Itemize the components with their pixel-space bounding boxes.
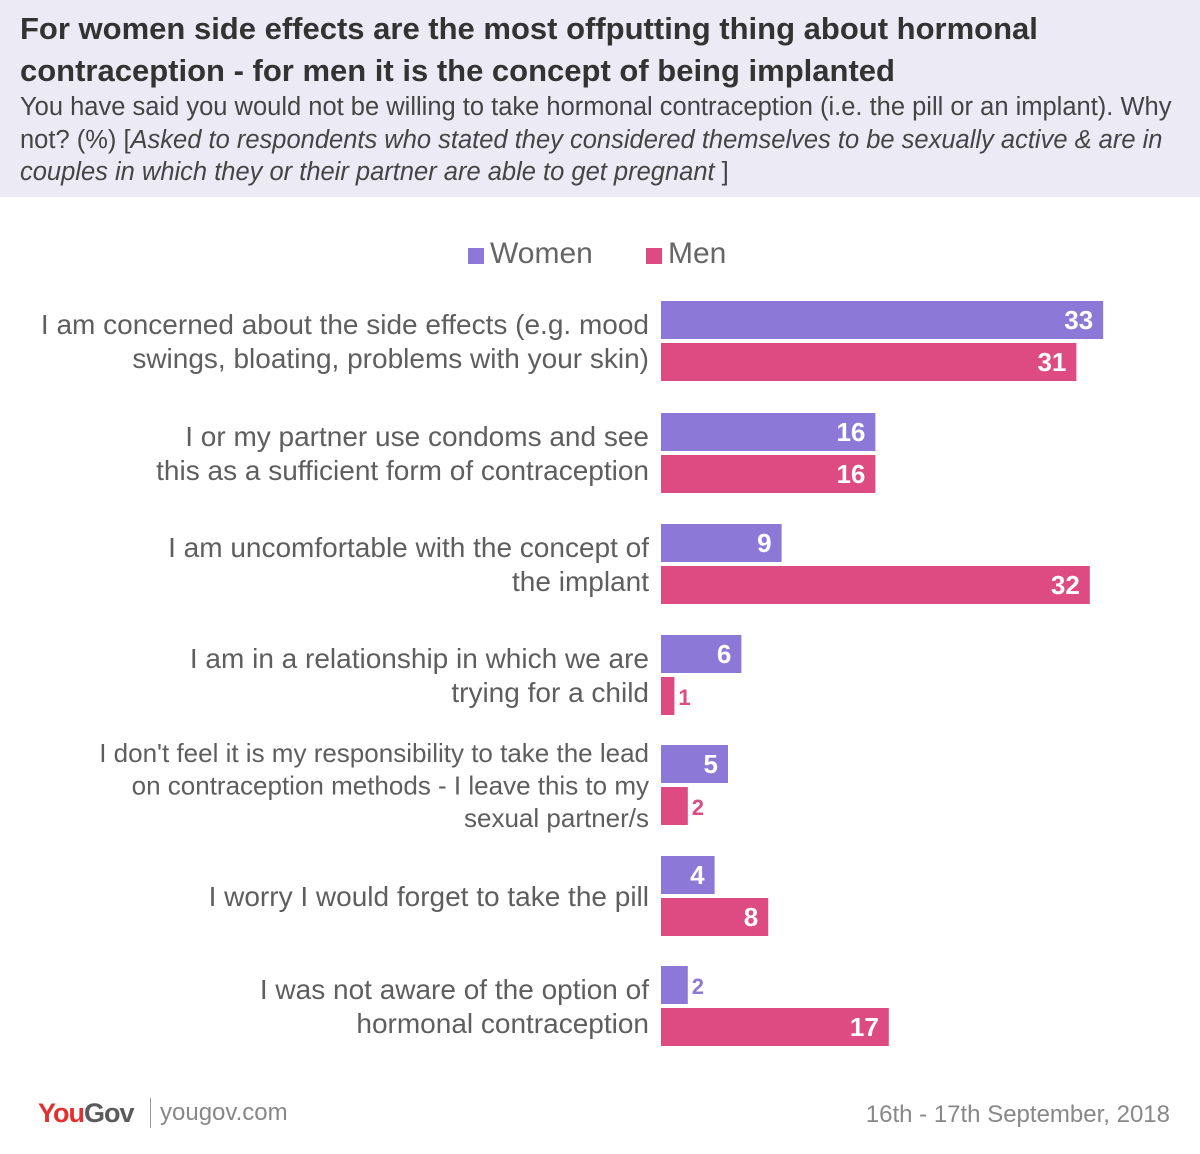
bar-men-0: [661, 343, 1077, 381]
subtitle-question: You have said you would not be willing t…: [20, 93, 1172, 154]
header-banner: For women side effects are the most offp…: [0, 0, 1200, 197]
data-label-men-4: 2: [692, 795, 704, 820]
bar-men-4: [661, 787, 688, 825]
data-label-women-0: 33: [1064, 305, 1093, 335]
data-label-men-3: 1: [678, 685, 690, 710]
category-label-3-0: I am in a relationship in which we are: [190, 643, 649, 674]
subtitle-note: Asked to respondents who stated they con…: [20, 125, 1163, 187]
chart-subtitle: You have said you would not be willing t…: [20, 91, 1180, 189]
data-label-women-3: 6: [717, 639, 731, 669]
logo-you: You: [38, 1098, 85, 1128]
data-label-men-6: 17: [850, 1012, 879, 1042]
data-label-women-5: 4: [690, 860, 705, 890]
category-label-6-0: I was not aware of the option of: [260, 974, 649, 1005]
bar-women-5: [661, 856, 715, 894]
legend-label-men: Men: [668, 237, 727, 270]
category-label-3-1: trying for a child: [451, 677, 649, 708]
data-label-men-0: 31: [1037, 347, 1066, 377]
data-label-men-2: 32: [1051, 570, 1080, 600]
category-label-4-1: on contraception methods - I leave this …: [132, 770, 649, 800]
data-label-women-6: 2: [692, 974, 704, 999]
category-label-0-0: I am concerned about the side effects (e…: [41, 309, 649, 340]
category-label-0-1: swings, bloating, problems with your ski…: [132, 343, 649, 374]
legend-swatch-men: [646, 248, 662, 264]
category-label-4-0: I don't feel it is my responsibility to …: [99, 738, 649, 768]
footer-date: 16th - 17th September, 2018: [865, 1101, 1170, 1128]
category-label-2-0: I am uncomfortable with the concept of: [168, 532, 649, 563]
category-label-6-1: hormonal contraception: [356, 1008, 649, 1039]
data-label-women-2: 9: [757, 528, 771, 558]
data-label-men-5: 8: [744, 902, 758, 932]
bar-men-3: [661, 677, 675, 715]
data-label-men-1: 16: [836, 459, 865, 489]
footer-url: yougov.com: [160, 1099, 288, 1126]
bar-men-1: [661, 455, 876, 493]
bar-men-2: [661, 566, 1090, 604]
category-label-2-1: the implant: [512, 566, 649, 597]
category-label-5-0: I worry I would forget to take the pill: [209, 881, 649, 912]
footer-divider: [150, 1098, 151, 1128]
yougov-logo: YouGov: [38, 1096, 135, 1130]
bar-men-5: [661, 898, 769, 936]
bar-women-4: [661, 745, 728, 783]
bar-women-2: [661, 524, 782, 562]
chart-title: For women side effects are the most offp…: [20, 11, 1038, 88]
bar-women-3: [661, 635, 742, 673]
category-label-4-2: sexual partner/s: [464, 803, 649, 833]
data-label-women-4: 5: [704, 749, 718, 779]
bar-women-0: [661, 301, 1104, 339]
category-label-1-0: I or my partner use condoms and see: [185, 421, 649, 452]
legend-label-women: Women: [490, 237, 593, 270]
bar-men-6: [661, 1008, 889, 1046]
data-label-women-1: 16: [836, 417, 865, 447]
bar-women-1: [661, 413, 876, 451]
bar-women-6: [661, 966, 688, 1004]
category-label-1-1: this as a sufficient form of contracepti…: [156, 455, 649, 486]
legend-swatch-women: [468, 248, 484, 264]
logo-gov: Gov: [84, 1098, 135, 1128]
subtitle-end: ]: [714, 158, 729, 186]
legend: Women Men: [0, 236, 1200, 272]
